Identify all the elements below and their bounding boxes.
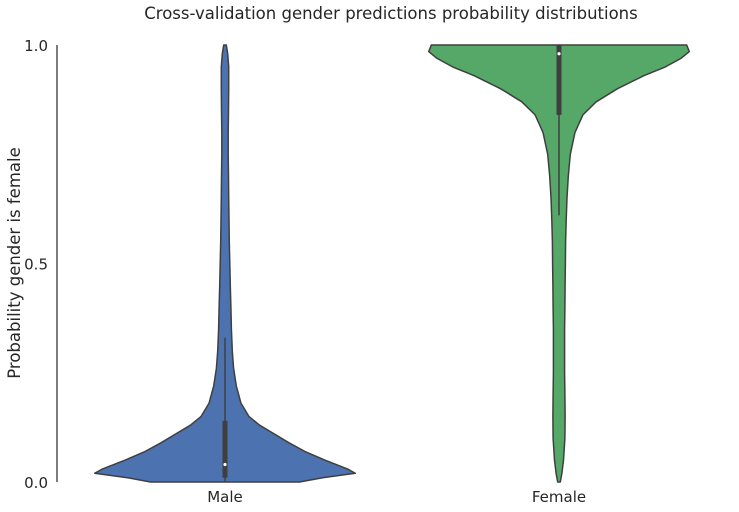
y-tick-label: 1.0 (24, 37, 48, 55)
median-female (557, 52, 561, 56)
y-tick-labels: 0.0 0.5 1.0 (24, 37, 48, 492)
y-axis-label: Probability gender is female (5, 147, 24, 379)
y-tick-label: 0.5 (24, 256, 48, 274)
median-male (223, 462, 227, 467)
violin-female (427, 44, 691, 483)
violin-male (93, 44, 357, 483)
x-tick-label: Female (532, 488, 586, 506)
chart-title: Cross-validation gender predictions prob… (144, 4, 638, 23)
x-tick-labels: Male Female (207, 488, 586, 506)
y-tick-label: 0.0 (24, 474, 48, 492)
violins (93, 44, 691, 483)
x-tick-label: Male (207, 488, 243, 506)
